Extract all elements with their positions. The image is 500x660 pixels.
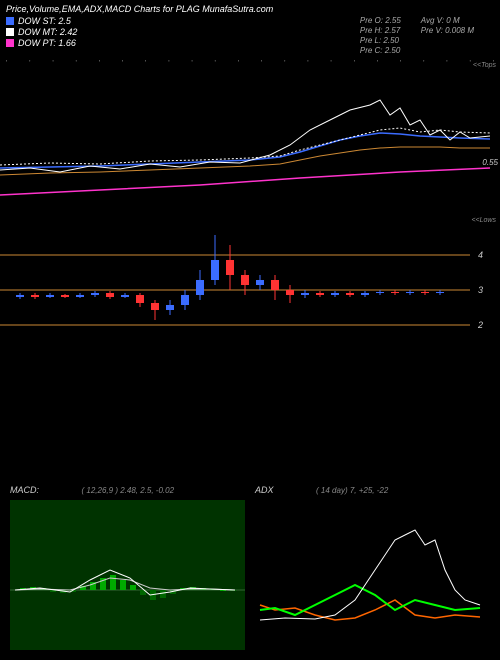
adx-chart [255, 500, 490, 650]
ema-panel: '''''''''''''''''''''' <<Tops 0.55 [0, 60, 500, 220]
pre-c: Pre C: 2.50 [360, 46, 401, 55]
chart-title: Price,Volume,EMA,ADX,MACD Charts for PLA… [6, 4, 494, 14]
legend-swatch [6, 28, 14, 36]
ema-y-label: 0.55 [482, 158, 498, 167]
tops-label: <<Tops [473, 62, 496, 69]
adx-params: ( 14 day) 7, +25, -22 [316, 486, 388, 495]
legend-swatch [6, 17, 14, 25]
avg-stats: Avg V: 0 M Pre V: 0.008 M [421, 16, 474, 55]
pre-h: Pre H: 2.57 [360, 26, 401, 35]
legend-label: DOW ST: 2.5 [18, 16, 71, 26]
legend-swatch [6, 39, 14, 47]
legend-item: DOW ST: 2.5 [6, 16, 77, 26]
avg-v: Avg V: 0 M [421, 16, 474, 25]
legend-label: DOW PT: 1.66 [18, 38, 76, 48]
legend-item: DOW MT: 2.42 [6, 27, 77, 37]
legend-item: DOW PT: 1.66 [6, 38, 77, 48]
x-axis-ticks: '''''''''''''''''''''' [6, 60, 494, 67]
svg-text:4: 4 [478, 250, 483, 260]
pre-v: Pre V: 0.008 M [421, 26, 474, 35]
adx-header: ADX ( 14 day) 7, +25, -22 [255, 485, 388, 495]
legend-label: DOW MT: 2.42 [18, 27, 77, 37]
header: Price,Volume,EMA,ADX,MACD Charts for PLA… [0, 0, 500, 57]
legend: DOW ST: 2.5DOW MT: 2.42DOW PT: 1.66 [6, 16, 77, 55]
pre-o: Pre O: 2.55 [360, 16, 401, 25]
svg-text:3: 3 [478, 285, 483, 295]
macd-header: MACD: ( 12,26,9 ) 2.48, 2.5, -0.02 [10, 485, 174, 495]
adx-label: ADX [255, 485, 274, 495]
lows-label: <<Lows [471, 217, 496, 224]
candle-chart: 4 3 2 [0, 225, 500, 355]
ema-chart [0, 60, 500, 220]
pre-l: Pre L: 2.50 [360, 36, 401, 45]
pre-stats: Pre O: 2.55 Pre H: 2.57 Pre L: 2.50 Pre … [360, 16, 401, 55]
macd-chart [10, 500, 245, 650]
macd-label: MACD: [10, 485, 39, 495]
macd-params: ( 12,26,9 ) 2.48, 2.5, -0.02 [82, 486, 175, 495]
svg-text:2: 2 [477, 320, 483, 330]
candle-panel: <<Lows 432 [0, 225, 500, 355]
